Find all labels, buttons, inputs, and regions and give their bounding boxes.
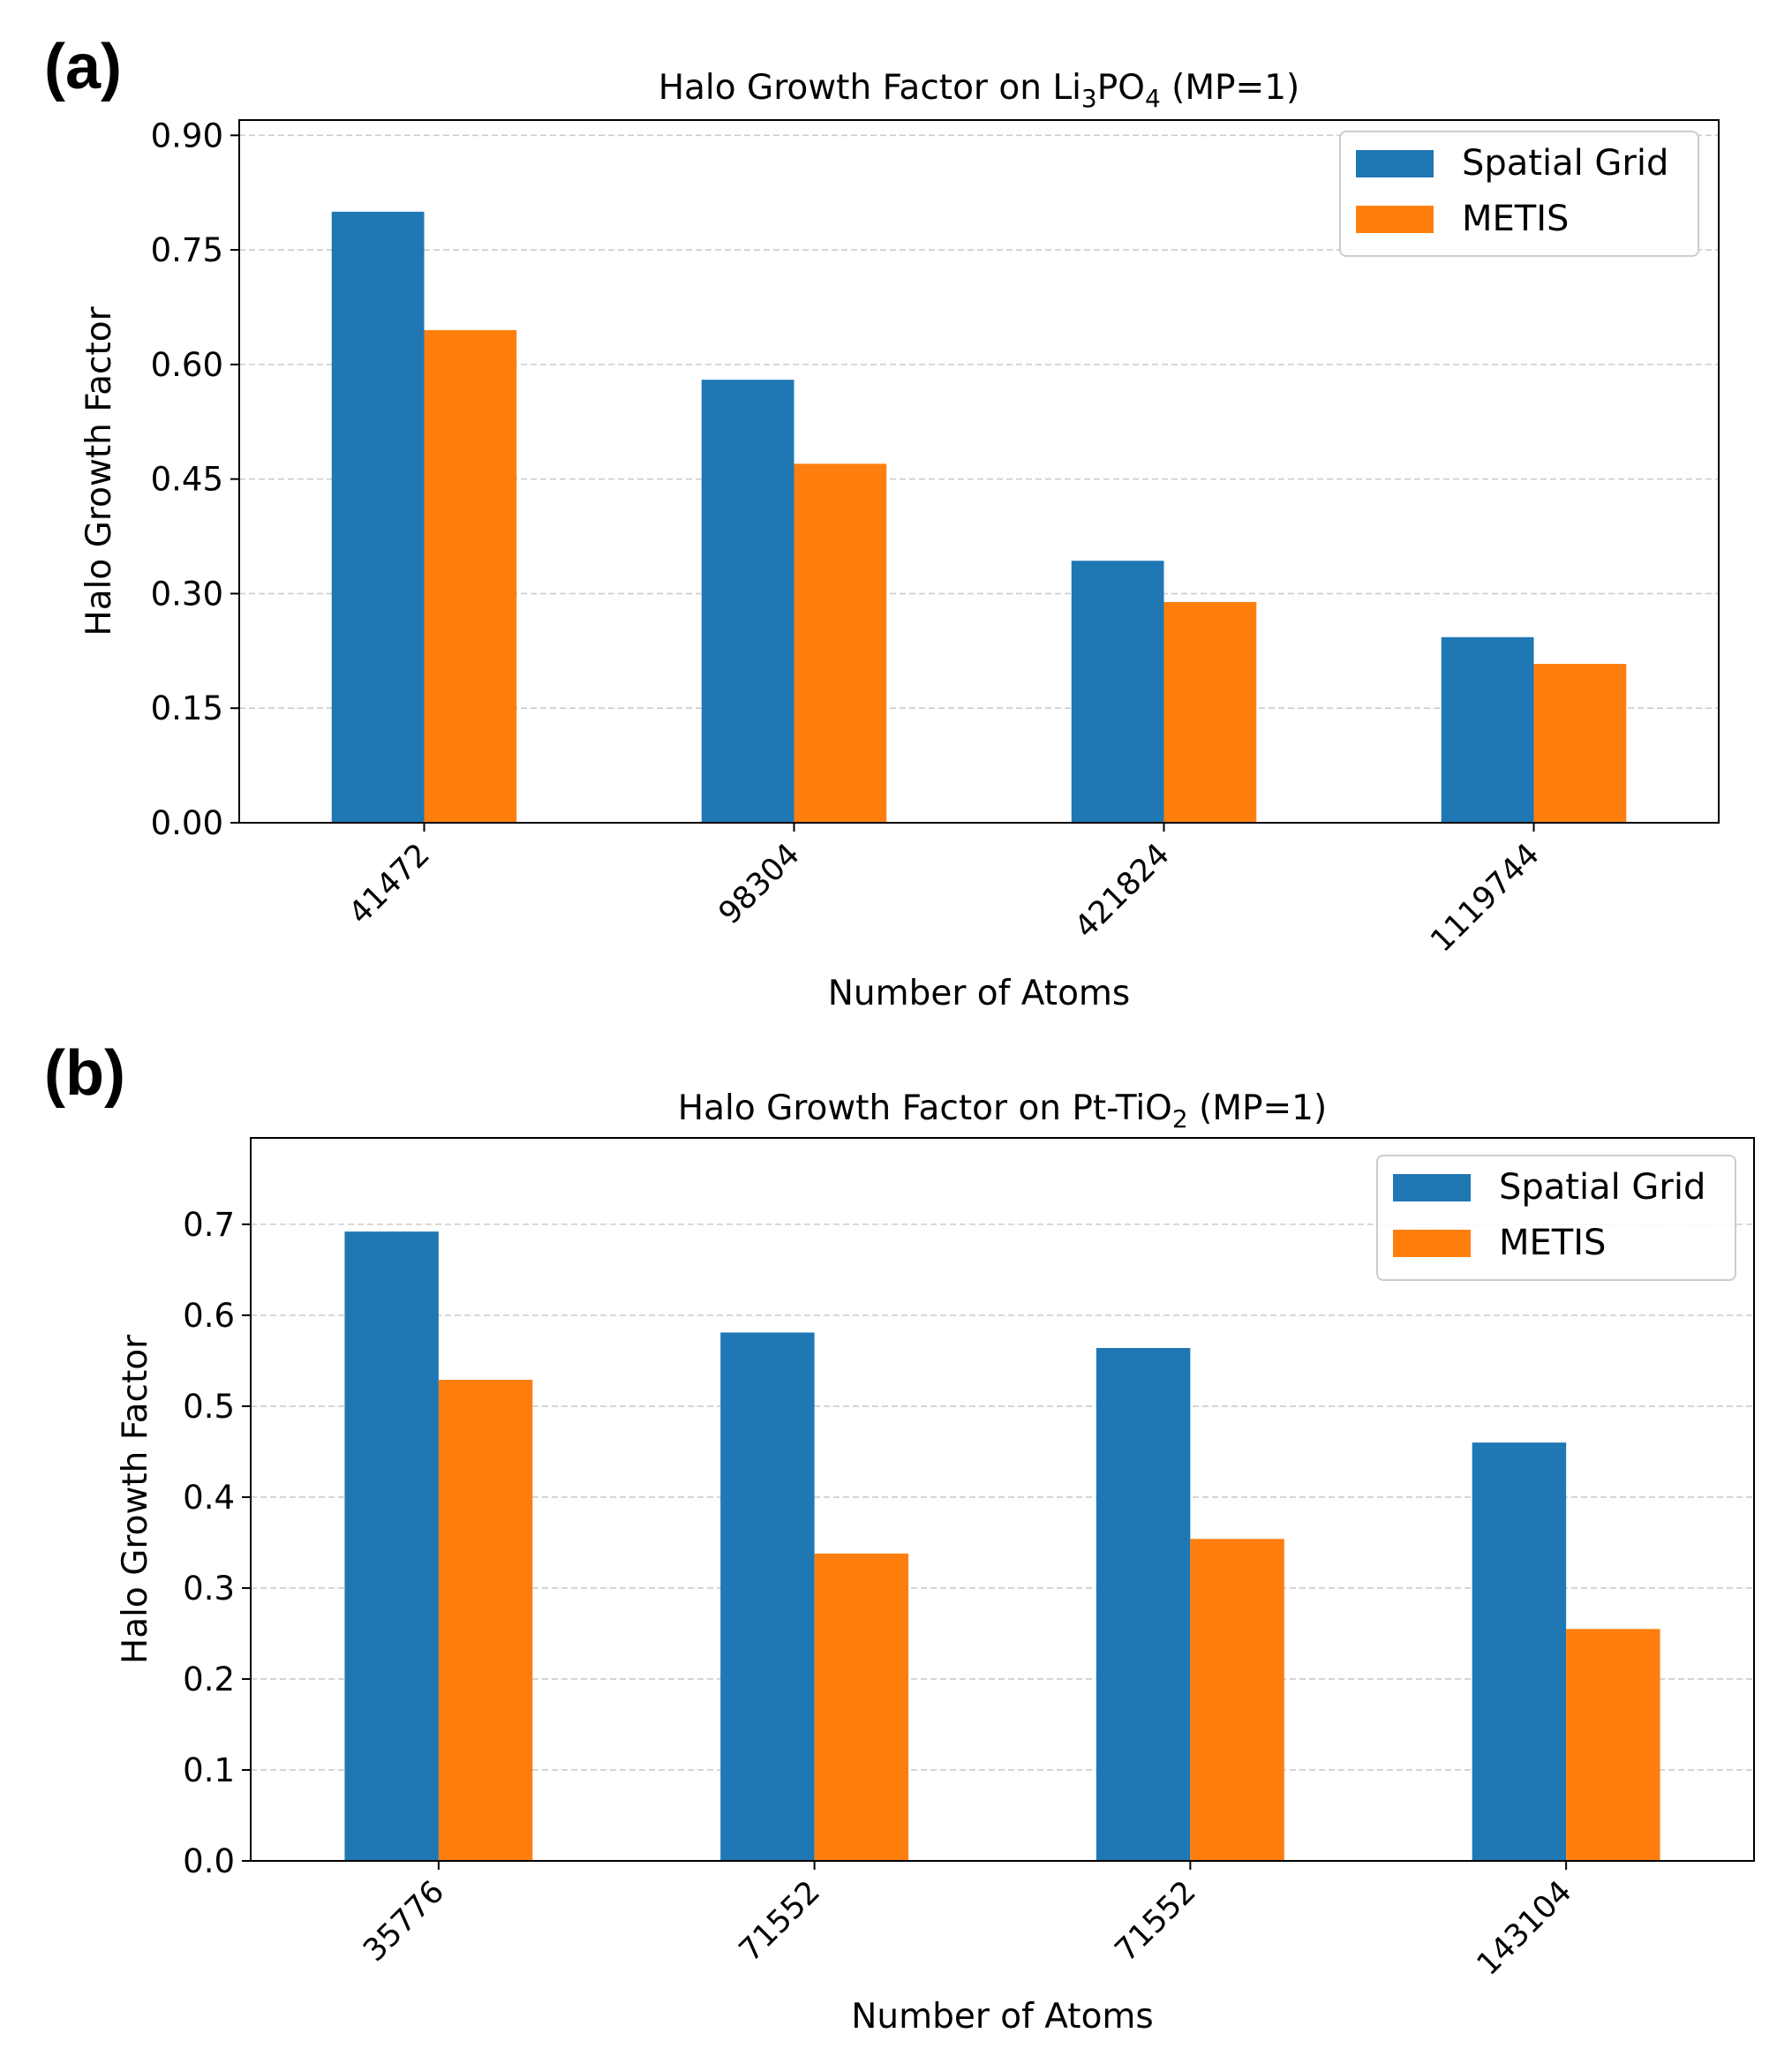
bar-spatial-grid (344, 1231, 439, 1861)
x-axis-label: Number of Atoms (828, 974, 1131, 1013)
y-tick-label: 0.0 (183, 1842, 235, 1880)
legend-swatch-metis (1356, 206, 1434, 233)
bar-spatial-grid (1441, 636, 1534, 823)
legend-label: METIS (1499, 1223, 1606, 1263)
bar-metis (1533, 664, 1627, 823)
bar-spatial-grid (1096, 1347, 1191, 1861)
bar-metis (1566, 1629, 1660, 1861)
legend-label: Spatial Grid (1499, 1167, 1705, 1208)
y-tick-label: 0.60 (151, 346, 223, 384)
x-axis-label: Number of Atoms (851, 1997, 1154, 2037)
x-tick-label: 71552 (1109, 1874, 1203, 1969)
chart-a: 0.00 0.15 0.30 0.45 0.60 0.75 0.90 41472 98304 42… (79, 68, 1720, 1013)
y-tick-label: 0.7 (183, 1206, 235, 1244)
legend-swatch-spatial-grid (1356, 150, 1434, 177)
y-tick-label: 0.30 (151, 575, 223, 613)
x-tick-label: 421824 (1068, 837, 1177, 945)
legend: Spatial Grid METIS (1339, 131, 1699, 257)
panel-a-label: (a) (44, 32, 122, 102)
y-tick-label: 0.2 (183, 1661, 235, 1698)
plot-frame (238, 119, 1720, 824)
y-tick-label: 0.5 (183, 1388, 235, 1426)
bar-metis (424, 329, 517, 823)
x-tick-label: 1119744 (1424, 837, 1547, 960)
legend: Spatial Grid METIS (1376, 1155, 1736, 1281)
legend-swatch-spatial-grid (1393, 1174, 1471, 1201)
x-tick-label: 71552 (733, 1874, 827, 1969)
bar-metis (1190, 1539, 1284, 1861)
bar-spatial-grid (331, 211, 425, 824)
bar-metis (814, 1553, 909, 1861)
x-tick-label: 98304 (712, 837, 807, 931)
bar-metis (438, 1380, 533, 1861)
y-tick-label: 0.75 (151, 231, 223, 269)
legend-label: Spatial Grid (1462, 143, 1668, 184)
y-tick-label: 0.00 (151, 804, 223, 842)
bar-spatial-grid (720, 1332, 815, 1861)
bar-metis (794, 463, 887, 823)
legend-swatch-metis (1393, 1230, 1471, 1257)
bar-spatial-grid (1472, 1442, 1567, 1861)
legend-label: METIS (1462, 199, 1569, 239)
chart-title: Halo Growth Factor on Li3PO4 (MP=1) (659, 68, 1300, 113)
y-tick-label: 0.4 (183, 1479, 235, 1517)
y-tick-label: 0.90 (151, 117, 223, 154)
y-tick-label: 0.6 (183, 1297, 235, 1335)
bar-metis (1163, 601, 1257, 823)
chart-title: Halo Growth Factor on Pt-TiO2 (MP=1) (678, 1088, 1327, 1133)
bar-spatial-grid (701, 380, 794, 823)
plot-frame (250, 1137, 1755, 1862)
y-tick-label: 0.3 (183, 1570, 235, 1608)
panel-b-label: (b) (44, 1038, 125, 1109)
x-tick-label: 41472 (343, 837, 437, 931)
x-tick-label: 143104 (1471, 1874, 1579, 1983)
y-axis-label: Halo Growth Factor (79, 305, 119, 636)
chart-b: 0.0 0.1 0.2 0.3 0.4 0.5 0.6 0.7 35776 71552 71552 1… (116, 1088, 1755, 2037)
y-axis-label: Halo Growth Factor (116, 1334, 155, 1664)
y-tick-label: 0.1 (183, 1751, 235, 1789)
bar-spatial-grid (1071, 561, 1164, 823)
y-tick-label: 0.15 (151, 689, 223, 727)
x-tick-label: 35776 (357, 1874, 451, 1969)
y-tick-label: 0.45 (151, 461, 223, 499)
